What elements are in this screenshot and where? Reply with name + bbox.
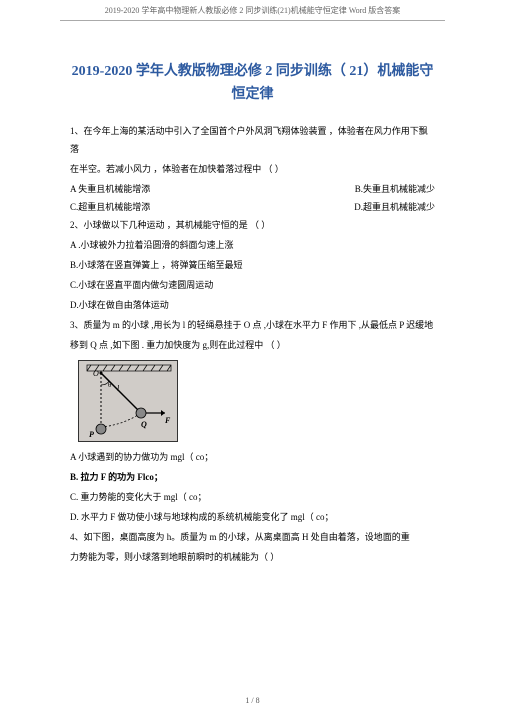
- q4-stem-2: 力势能为零，则小球落到地眼前瞬时的机械能为（ ）: [70, 548, 435, 566]
- q1-stem-b: 在半空。若减小风力 ，体验者在加快着落过程中 （ ）: [70, 160, 435, 178]
- content-area: 2019-2020 学年人教版物理必修 2 同步训练（ 21）机械能守恒定律 1…: [0, 21, 505, 566]
- q3-opt-d: D. 水平力 F 做功使小球与地球构成的系统机械能变化了 mgl（ co；: [70, 508, 435, 526]
- doc-title: 2019-2020 学年人教版物理必修 2 同步训练（ 21）机械能守恒定律: [70, 61, 435, 106]
- q1-row-ab: A 失重且机械能增添 B.失重且机械能减少: [70, 180, 435, 198]
- q3-stem-2: 移到 Q 点 ,如下图 . 重力加快度为 g,则在此过程中 （ ）: [70, 336, 435, 354]
- q1-opt-d: D.超重且机械能减少: [354, 198, 435, 216]
- pendulum-svg: O l θ P Q F: [79, 361, 179, 443]
- svg-text:F: F: [164, 416, 171, 425]
- q3-opt-c: C. 重力势能的变化大于 mgl（ co；: [70, 488, 435, 506]
- q2-opt-d: D.小球在做自由落体运动: [70, 296, 435, 314]
- pendulum-figure: O l θ P Q F: [78, 360, 178, 442]
- q1-stem-1: 1、在今年上海的某活动中引入了全国首个户外风洞飞翔体验装置: [70, 126, 327, 136]
- page-header: 2019-2020 学年高中物理新人教版必修 2 同步训练(21)机械能守恒定律…: [60, 0, 445, 21]
- page-num-text: 1 / 8: [245, 696, 259, 705]
- svg-text:θ: θ: [108, 381, 112, 389]
- svg-text:O: O: [93, 369, 99, 378]
- q1-opt-b: B.失重且机械能减少: [355, 180, 435, 198]
- header-text: 2019-2020 学年高中物理新人教版必修 2 同步训练(21)机械能守恒定律…: [105, 6, 401, 15]
- q1-stem-a: 1、在今年上海的某活动中引入了全国首个户外风洞飞翔体验装置 ，体验者在风力作用下…: [70, 122, 435, 158]
- q3-opt-a: A 小球遇到的协力做功为 mgl（ co；: [70, 448, 435, 466]
- q2-stem: 2、小球做以下几种运动 ，其机械能守恒的是 （ ）: [70, 216, 435, 234]
- q3-opt-b-text: B. 拉力 F 的功为 Flco；: [70, 472, 163, 482]
- page-number: 1 / 8: [0, 694, 505, 708]
- q3-stem-1: 3、质量为 m 的小球 ,用长为 l 的轻绳悬挂于 O 点 ,小球在水平力 F …: [70, 316, 435, 334]
- q4-stem-1: 4、如下图，桌面高度为 h。质量为 m 的小球，从离桌面高 H 处自由着落，设地…: [70, 528, 435, 546]
- q1-opt-c: C.超重且机械能增添: [70, 198, 150, 216]
- svg-text:Q: Q: [141, 420, 147, 429]
- svg-text:P: P: [89, 430, 94, 439]
- q3-opt-b: B. 拉力 F 的功为 Flco；: [70, 468, 435, 486]
- q2-opt-c: C.小球在竖直平面内做匀速圆周运动: [70, 276, 435, 294]
- q1-row-cd: C.超重且机械能增添 D.超重且机械能减少: [70, 198, 435, 216]
- q1-opt-a: A 失重且机械能增添: [70, 180, 150, 198]
- q2-opt-b: B.小球落在竖直弹簧上 ，将弹簧压缩至最短: [70, 256, 435, 274]
- q2-opt-a: A .小球被外力拉着沿圆滑的斜面匀速上涨: [70, 236, 435, 254]
